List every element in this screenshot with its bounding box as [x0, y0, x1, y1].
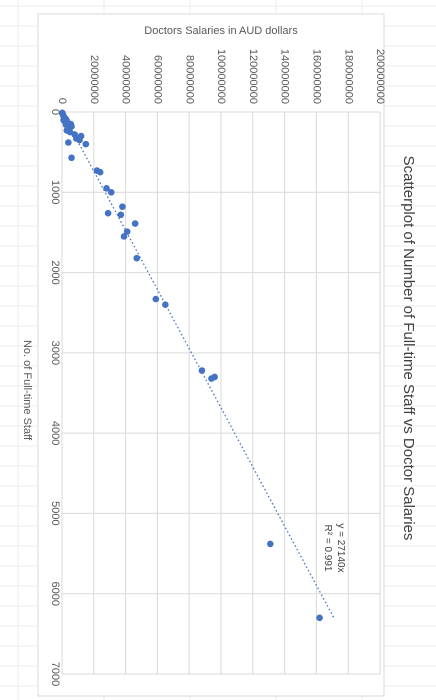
- trendline-r-squared: R² = 0.991: [322, 525, 333, 572]
- x-tick-label: 5000: [49, 501, 61, 525]
- data-point: [120, 233, 128, 240]
- data-point: [68, 154, 75, 162]
- chart-area: [37, 13, 385, 697]
- data-point: [107, 188, 115, 196]
- y-tick-label: 180000000: [342, 49, 354, 104]
- y-tick-label: 160000000: [310, 49, 322, 104]
- data-point: [211, 373, 218, 381]
- x-tick-label: 2000: [49, 260, 61, 284]
- data-point: [152, 295, 160, 303]
- y-tick-label: 40000000: [120, 55, 132, 104]
- data-point: [266, 540, 274, 548]
- y-tick-label: 100000000: [215, 49, 227, 104]
- data-points: [59, 109, 323, 622]
- x-axis-title: No. of Full-time Staff: [21, 340, 33, 441]
- x-tick-label: 3000: [49, 341, 61, 365]
- data-point: [104, 209, 112, 217]
- y-tick-label: 60000000: [151, 55, 163, 104]
- y-tick-label: 140000000: [279, 49, 291, 104]
- data-point: [76, 136, 83, 144]
- data-point: [162, 301, 169, 308]
- y-tick-label: 200000000: [374, 49, 386, 104]
- y-tick-label: 0: [56, 98, 68, 104]
- x-tick-label: 6000: [49, 581, 61, 605]
- data-point: [133, 254, 141, 262]
- x-tick-label: 7000: [49, 662, 61, 686]
- y-tick-label: 20000000: [88, 55, 100, 104]
- data-point: [103, 184, 110, 192]
- data-point: [198, 367, 206, 374]
- y-axis-ticks: 0 20000000 40000000 60000000 80000000 1000000…: [56, 49, 386, 104]
- x-axis-ticks: 0 1000 2000 3000 4000 5000 6000 7000: [49, 109, 61, 686]
- data-point: [123, 228, 131, 235]
- data-point: [82, 140, 90, 148]
- data-point: [119, 203, 126, 211]
- data-point: [131, 220, 139, 227]
- data-point: [96, 168, 104, 176]
- y-tick-label: 120000000: [247, 49, 259, 104]
- trendline-equation: y = 27140x: [335, 523, 346, 572]
- chart-title: Scatterplot of Number of Full-time Staff…: [400, 156, 417, 541]
- x-tick-label: 4000: [49, 421, 61, 445]
- data-point: [117, 211, 125, 219]
- data-point: [65, 139, 72, 146]
- plot-gridlines: [61, 111, 381, 675]
- x-tick-label: 0: [49, 109, 61, 115]
- data-point: [316, 614, 323, 622]
- y-axis-title: Doctors Salaries in AUD dollars: [144, 25, 298, 37]
- x-tick-label: 1000: [49, 180, 61, 204]
- y-tick-label: 80000000: [183, 55, 195, 104]
